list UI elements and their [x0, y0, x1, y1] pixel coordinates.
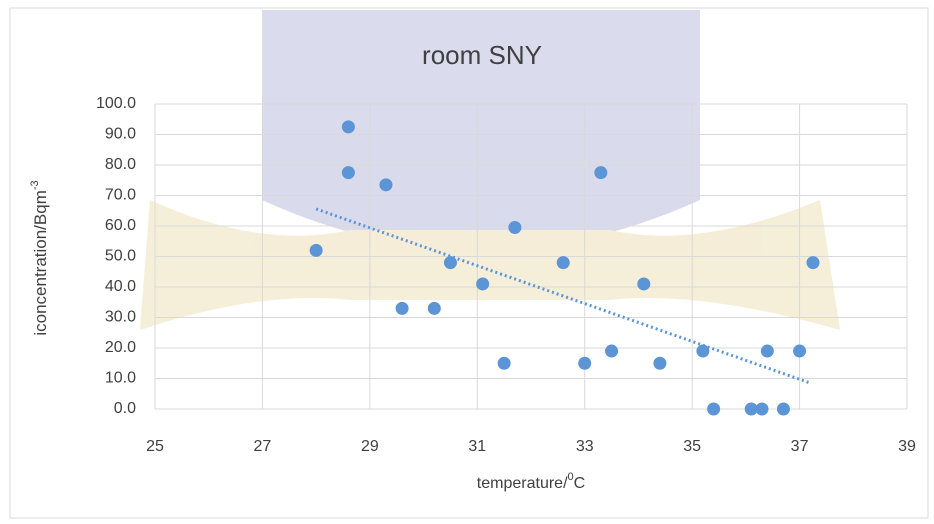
y-tick-label: 70.0: [105, 187, 136, 204]
scatter-point: [707, 403, 720, 416]
y-tick-label: 20.0: [105, 339, 136, 356]
scatter-point: [755, 403, 768, 416]
y-tick-label: 80.0: [105, 156, 136, 173]
scatter-point: [578, 357, 591, 370]
y-axis-label: iconcentration/Bqm-3: [29, 180, 51, 335]
x-tick-label: 25: [146, 438, 164, 455]
y-tick-label: 100.0: [96, 95, 136, 112]
y-tick-label: 30.0: [105, 309, 136, 326]
y-tick-label: 50.0: [105, 248, 136, 265]
scatter-point: [342, 120, 355, 133]
y-tick-label: 0.0: [114, 400, 136, 417]
scatter-point: [605, 345, 618, 358]
chart: room SNY temperature/0C iconcentration/B…: [0, 0, 934, 524]
y-tick-label: 10.0: [105, 370, 136, 387]
y-tick-label: 90.0: [105, 126, 136, 143]
y-tick-label: 40.0: [105, 278, 136, 295]
scatter-point: [594, 166, 607, 179]
scatter-point: [777, 403, 790, 416]
scatter-point: [379, 178, 392, 191]
scatter-point: [807, 256, 820, 269]
scatter-point: [508, 221, 521, 234]
scatter-point: [637, 277, 650, 290]
y-tick-label: 60.0: [105, 217, 136, 234]
x-tick-label: 33: [576, 438, 594, 455]
x-tick-label: 39: [898, 438, 916, 455]
scatter-point: [476, 277, 489, 290]
scatter-point: [653, 357, 666, 370]
x-tick-label: 31: [468, 438, 486, 455]
scatter-point: [761, 345, 774, 358]
x-tick-label: 29: [361, 438, 379, 455]
x-tick-label: 37: [791, 438, 809, 455]
scatter-point: [342, 166, 355, 179]
scatter-point: [696, 345, 709, 358]
scatter-point: [428, 302, 441, 315]
x-tick-label: 35: [683, 438, 701, 455]
scatter-point: [793, 345, 806, 358]
scatter-point: [444, 256, 457, 269]
x-tick-label: 27: [254, 438, 272, 455]
scatter-point: [557, 256, 570, 269]
scatter-point: [498, 357, 511, 370]
chart-title: room SNY: [422, 40, 542, 70]
scatter-point: [396, 302, 409, 315]
scatter-point: [310, 244, 323, 257]
